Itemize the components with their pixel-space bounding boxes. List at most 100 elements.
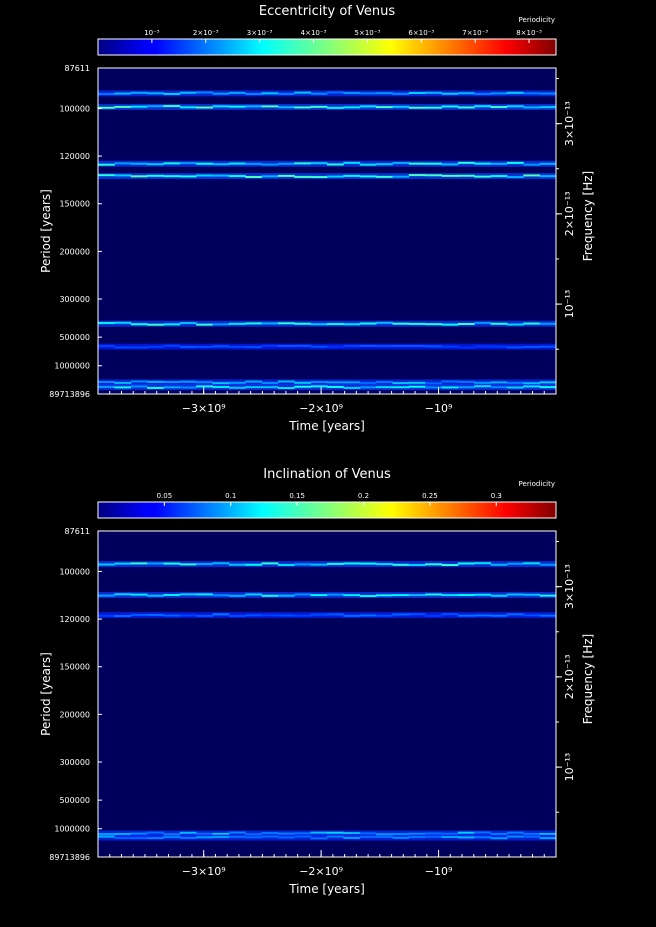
heatmap-cell: [98, 385, 115, 388]
heatmap-cell: [179, 836, 197, 839]
heatmap-cell: [196, 563, 213, 566]
heatmap-cell: [245, 175, 263, 178]
heatmap-cell: [114, 321, 132, 324]
heatmap-cell: [539, 175, 557, 178]
heatmap-cell: [425, 593, 442, 596]
heatmap-cell: [310, 92, 328, 95]
heatmap-cell: [408, 563, 426, 566]
heatmap-cell: [179, 593, 197, 596]
heatmap-cell: [327, 106, 344, 109]
heatmap-cell: [441, 174, 459, 177]
heatmap-cell: [359, 92, 377, 95]
heatmap-cell: [98, 106, 115, 109]
heatmap-cell: [523, 382, 541, 385]
heatmap-cell: [457, 614, 475, 617]
heatmap-cell: [196, 106, 213, 109]
heatmap-cell: [474, 105, 492, 108]
heatmap-cell: [130, 323, 148, 326]
heatmap-cell: [523, 385, 541, 388]
heatmap-cell: [310, 176, 328, 179]
heatmap-cell: [228, 105, 246, 108]
heatmap-cell: [327, 593, 344, 596]
heatmap-cell: [327, 381, 344, 384]
heatmap-cell: [506, 831, 524, 834]
heatmap-cell: [261, 175, 279, 178]
heatmap-cell: [359, 832, 377, 835]
heatmap-cell: [294, 381, 312, 384]
heatmap-cell: [179, 345, 197, 348]
heatmap-cell: [408, 832, 426, 835]
y2-tick-label: 10⁻¹³: [563, 290, 576, 319]
heatmap-cell: [147, 613, 164, 616]
heatmap-cell: [506, 161, 524, 164]
heatmap-cell: [179, 175, 197, 178]
heatmap-cell: [114, 614, 132, 617]
heatmap-cell: [114, 162, 132, 165]
heatmap-cell: [490, 381, 508, 384]
heatmap-cell: [408, 344, 426, 347]
heatmap-cell: [114, 562, 132, 565]
heatmap-background: [98, 531, 556, 857]
heatmap-cell: [98, 594, 115, 597]
heatmap-cell: [359, 562, 377, 565]
heatmap-cell: [98, 345, 115, 348]
heatmap-cell: [376, 835, 393, 838]
heatmap-cell: [359, 382, 377, 385]
heatmap-cell: [98, 833, 115, 836]
heatmap-cell: [310, 594, 328, 597]
heatmap-cell: [474, 321, 492, 324]
heatmap-cell: [163, 614, 181, 617]
colorbar-tick-label: 5×10⁻³: [355, 29, 381, 37]
x-axis-label: Time [years]: [288, 882, 365, 896]
heatmap-cell: [376, 386, 393, 389]
y2-tick-label: 3×10⁻¹³: [563, 564, 576, 609]
heatmap-cell: [310, 837, 328, 840]
heatmap-cell: [163, 92, 181, 95]
y-tick-label: 300000: [59, 295, 90, 304]
heatmap-cell: [457, 380, 475, 383]
heatmap-cell: [425, 563, 442, 566]
heatmap-cell: [343, 614, 361, 617]
heatmap-bands: [98, 90, 557, 391]
heatmap-cell: [539, 92, 557, 95]
heatmap-cell: [457, 106, 475, 109]
heatmap-cell: [294, 835, 312, 838]
heatmap-cell: [179, 614, 197, 617]
heatmap-cell: [441, 345, 459, 348]
heatmap-cell: [392, 613, 410, 616]
heatmap-cell: [147, 386, 164, 389]
y-tick-label: 89713896: [49, 853, 90, 862]
heatmap-cell: [310, 105, 328, 108]
heatmap-cell: [392, 833, 410, 836]
heatmap-cell: [163, 175, 181, 178]
heatmap-cell: [523, 163, 541, 166]
heatmap-background: [98, 68, 556, 394]
heatmap-cell: [261, 835, 279, 838]
heatmap-cell: [196, 593, 213, 596]
heatmap-cell: [539, 594, 557, 597]
heatmap-cell: [147, 174, 164, 177]
heatmap-cell: [441, 105, 459, 108]
heatmap-cell: [359, 594, 377, 597]
heatmap-cell: [147, 345, 164, 348]
heatmap-cell: [392, 344, 410, 347]
heatmap-cell: [294, 344, 312, 347]
heatmap-cell: [457, 594, 475, 597]
heatmap-cell: [163, 162, 181, 165]
heatmap-cell: [490, 614, 508, 617]
heatmap-cell: [327, 163, 344, 166]
heatmap-cell: [130, 105, 148, 108]
heatmap-cell: [277, 563, 295, 566]
heatmap-cell: [523, 345, 541, 348]
heatmap-cell: [228, 594, 246, 597]
heatmap-cell: [294, 832, 312, 835]
heatmap-cell: [392, 594, 410, 597]
heatmap-cell: [539, 614, 557, 617]
heatmap-cell: [392, 836, 410, 839]
heatmap-cell: [506, 562, 524, 565]
heatmap-cell: [294, 175, 312, 178]
y-tick-label: 89713896: [49, 390, 90, 399]
heatmap-cell: [376, 92, 393, 95]
heatmap-cell: [506, 346, 524, 349]
y-tick-label: 150000: [59, 663, 90, 672]
